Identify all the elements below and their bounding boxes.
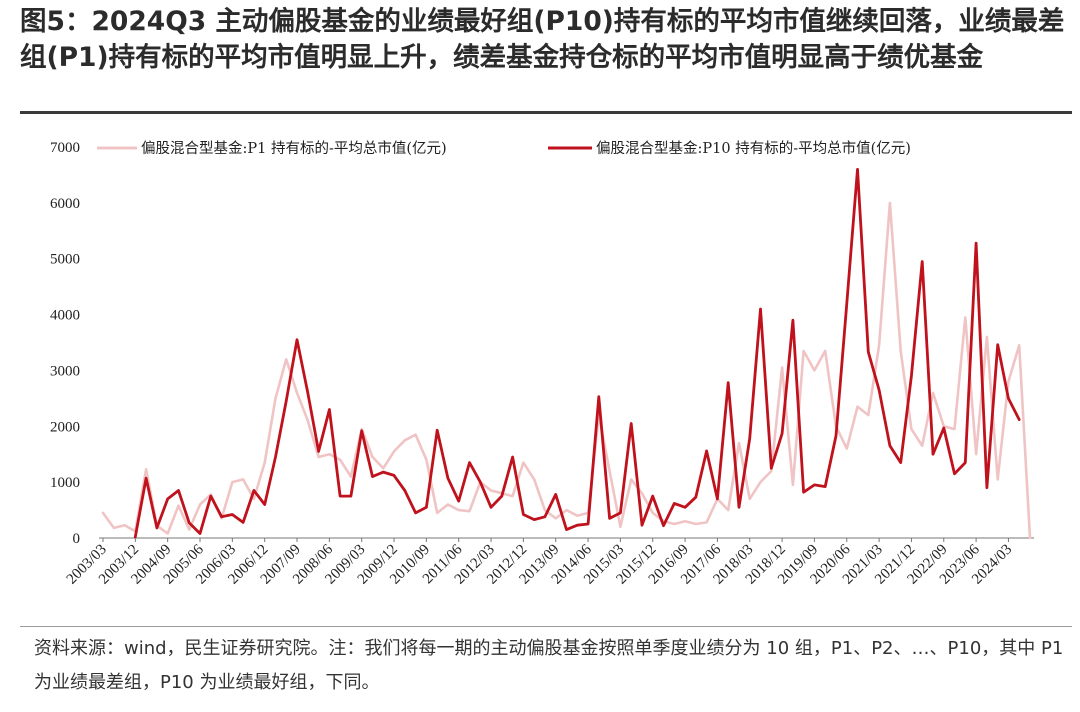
legend-label-p1: 偏股混合型基金:P1 持有标的-平均总市值(亿元) <box>141 140 447 157</box>
legend: 偏股混合型基金:P1 持有标的-平均总市值(亿元) 偏股混合型基金:P10 持有… <box>97 140 911 157</box>
series-line-p10 <box>133 167 1021 539</box>
y-tick-label: 2000 <box>50 419 80 435</box>
source-note: 资料来源：wind，民生证券研究院。注：我们将每一期的主动偏股基金按照单季度业绩… <box>34 638 1064 693</box>
y-tick-label: 5000 <box>50 252 80 268</box>
series-line-p1 <box>101 201 1032 540</box>
footer-divider <box>20 626 1072 627</box>
line-chart: 0 1000 2000 3000 4000 5000 6000 7000 2003/03200… <box>50 140 1034 588</box>
y-tick-label: 1000 <box>50 475 80 491</box>
series-lines <box>101 167 1032 540</box>
y-tick-label: 7000 <box>50 140 80 156</box>
y-tick-label: 3000 <box>50 363 80 379</box>
y-tick-label: 4000 <box>50 308 80 324</box>
legend-label-p10: 偏股混合型基金:P10 持有标的-平均总市值(亿元) <box>596 140 911 157</box>
y-tick-label: 6000 <box>50 196 80 212</box>
x-axis: 2003/032003/122004/092005/062006/032006/… <box>64 537 1034 588</box>
title-divider <box>20 111 1072 114</box>
y-axis: 0 1000 2000 3000 4000 5000 6000 7000 <box>50 140 80 547</box>
y-tick-label: 0 <box>73 531 81 547</box>
chart-title: 图5：2024Q3 主动偏股基金的业绩最好组(P10)持有标的平均市值继续回落，… <box>20 6 1065 73</box>
